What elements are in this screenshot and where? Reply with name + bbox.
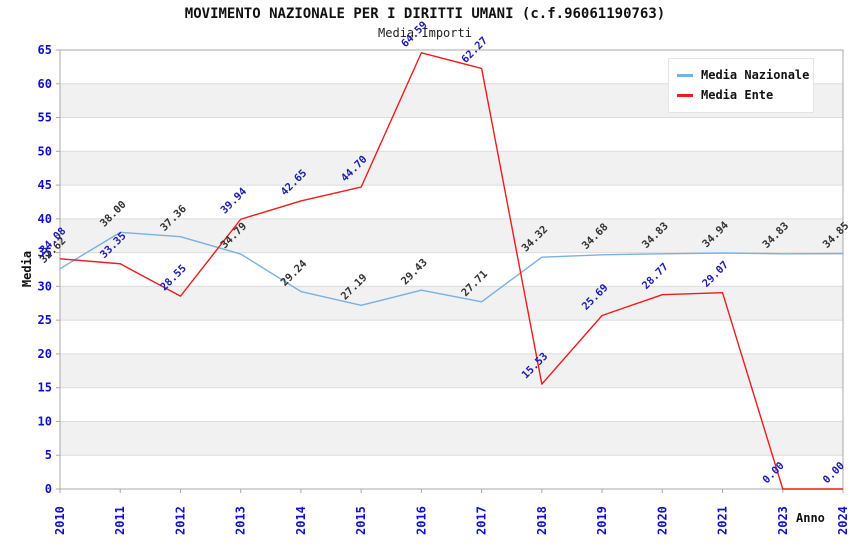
x-tick-label: 2010 (53, 506, 67, 535)
grid-band (60, 218, 843, 253)
media-nazionale-line-swatch (677, 73, 693, 77)
media-ente-line-swatch (677, 93, 693, 97)
y-tick-label: 60 (38, 77, 52, 91)
series-line-media-ente (59, 52, 843, 490)
y-tick-label: 10 (38, 414, 52, 428)
y-tick-label: 25 (38, 313, 52, 327)
x-tick-label: 2011 (113, 506, 127, 535)
y-axis-label: Media (20, 250, 34, 288)
x-tick-label: 2024 (836, 506, 850, 535)
plot-frame (59, 49, 844, 490)
grid-band (60, 421, 843, 456)
grid-band (60, 387, 843, 422)
x-tick-label: 2014 (294, 506, 308, 535)
x-axis-label: Anno (796, 511, 825, 525)
chart-title: MOVIMENTO NAZIONALE PER I DIRITTI UMANI … (184, 6, 666, 22)
grid-band (60, 252, 843, 287)
x-tick-label: 2012 (173, 506, 187, 535)
x-tick-label: 2019 (595, 506, 609, 535)
grid-band (60, 151, 843, 186)
legend: Media Nazionale Media Ente (668, 58, 814, 113)
y-tick-label: 40 (38, 212, 52, 226)
grid-band (60, 455, 843, 489)
legend-label: Media Nazionale (701, 68, 810, 82)
y-tick-label: 35 (38, 246, 52, 260)
x-tick-label: 2017 (475, 506, 489, 535)
y-tick-label: 0 (45, 482, 52, 496)
grid-band (60, 185, 843, 219)
x-tick-label: 2020 (655, 506, 669, 535)
x-tick-label: 2013 (234, 506, 248, 535)
x-tick-label: 2015 (354, 506, 368, 535)
legend-label: Media Ente (701, 88, 774, 102)
y-tick-label: 65 (38, 43, 52, 57)
legend-item-media-nazionale: Media Nazionale (677, 65, 809, 85)
x-tick-label: 2021 (716, 506, 730, 535)
grid-band (60, 286, 843, 321)
y-tick-label: 45 (38, 178, 52, 192)
y-tick-label: 15 (38, 381, 52, 395)
x-tick-label: 2023 (776, 506, 790, 535)
x-tick-label: 2018 (535, 506, 549, 535)
legend-item-media-ente: Media Ente (677, 85, 805, 105)
y-tick-label: 55 (38, 111, 52, 125)
grid-band (60, 320, 843, 354)
y-tick-label: 20 (38, 347, 52, 361)
grid-band (60, 117, 843, 152)
series-line-media-nazionale (59, 231, 844, 307)
y-tick-label: 50 (38, 144, 52, 158)
x-tick-label: 2016 (414, 506, 428, 535)
y-tick-label: 30 (38, 279, 52, 293)
data-point-label: 64.59 (399, 19, 430, 50)
chart-subtitle: Media Importi (378, 26, 472, 40)
y-tick-label: 5 (45, 448, 52, 462)
grid-band (60, 353, 843, 388)
